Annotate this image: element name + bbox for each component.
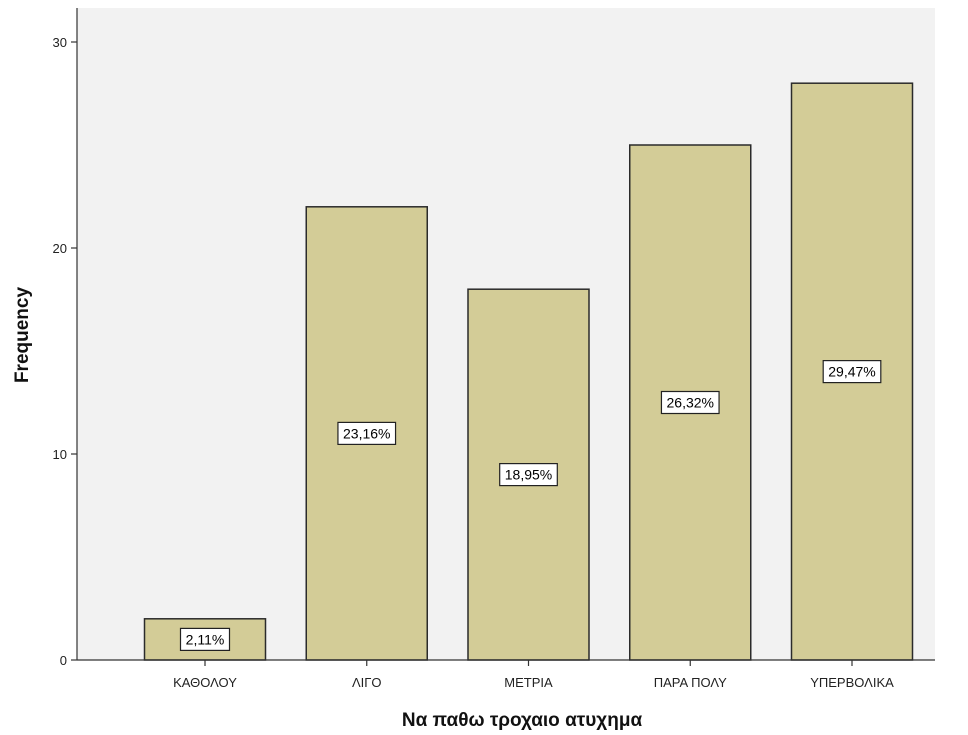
data-label: 29,47% xyxy=(828,364,875,380)
data-label: 18,95% xyxy=(505,467,552,483)
data-label: 2,11% xyxy=(186,631,225,647)
x-tick-label: ΛΙΓΟ xyxy=(352,675,382,690)
x-tick-label: ΜΕΤΡΙΑ xyxy=(504,675,553,690)
x-tick-label: ΥΠΕΡΒΟΛΙΚΑ xyxy=(810,675,894,690)
data-label-box xyxy=(337,421,397,445)
x-tick-label: ΚΑΘΟΛΟΥ xyxy=(173,675,237,690)
data-label: 23,16% xyxy=(343,425,390,441)
x-axis-title: Να παθω τροχαιο ατυχημα xyxy=(402,710,643,731)
data-label-box xyxy=(179,627,231,652)
data-label-box xyxy=(499,463,558,487)
x-tick-label: ΠΑΡΑ ΠΟΛΥ xyxy=(654,675,727,690)
data-label-box xyxy=(660,390,720,415)
data-label-box xyxy=(822,360,882,384)
y-tick-label: 30 xyxy=(53,35,67,50)
y-axis-title: Frequency xyxy=(12,287,33,384)
y-tick-label: 20 xyxy=(53,241,67,256)
data-label: 26,32% xyxy=(667,395,714,411)
y-tick-label: 10 xyxy=(53,447,67,462)
y-tick-label: 0 xyxy=(60,653,67,668)
